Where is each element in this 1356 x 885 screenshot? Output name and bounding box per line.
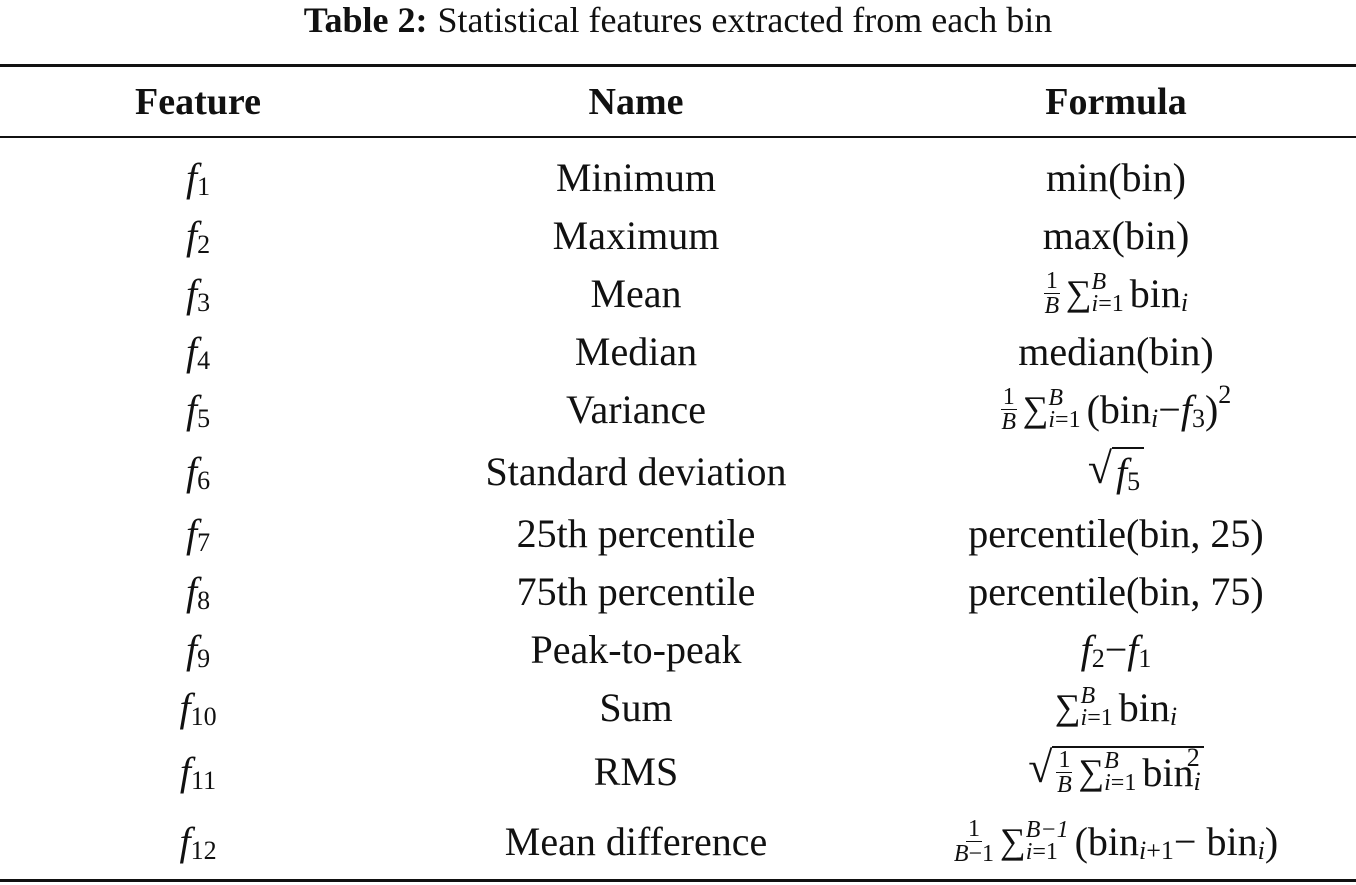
name-cell: Median (574, 328, 698, 374)
feature-cell: f 10 (0, 678, 396, 736)
feature-symbol: f (185, 510, 198, 556)
feature-symbol: f (179, 818, 191, 864)
formula-cell: √ f 5 (876, 442, 1356, 500)
feature-symbol: f (185, 328, 198, 374)
top-rule (0, 64, 1356, 67)
name-cell: Mean difference (504, 818, 768, 864)
formula-cell: max(bin) (1042, 212, 1190, 258)
feature-index: 8 (197, 586, 211, 615)
feature-cell: f 11 (0, 742, 396, 800)
formula-cell: percentile(bin, 75) (968, 568, 1264, 614)
name-cell: Mean (590, 270, 682, 316)
name-cell: Standard deviation (485, 448, 787, 494)
table-row: f 12 Mean difference 1 B−1 ∑ B−1 i=1 (bin i+1 − b… (0, 812, 1356, 870)
feature-symbol: f (185, 568, 198, 614)
feature-symbol: f (179, 748, 192, 794)
header-rule (0, 136, 1356, 138)
header-feature: Feature (135, 81, 261, 123)
formula-cell: percentile(bin, 25) (968, 510, 1264, 556)
name-cell: Maximum (552, 212, 720, 258)
feature-symbol: f (179, 684, 191, 730)
feature-symbol: f (185, 212, 198, 258)
name-cell: 75th percentile (516, 568, 756, 614)
feature-symbol: f (185, 626, 198, 672)
feature-index: 10 (190, 702, 217, 731)
feature-index: 3 (197, 288, 211, 317)
table-row: f 7 25th percentile percentile(bin, 25) (0, 504, 1356, 562)
name-cell: 25th percentile (516, 510, 756, 556)
formula-cell: median(bin) (1018, 328, 1214, 374)
table-row: f 1 Minimum min(bin) (0, 148, 1356, 206)
feature-index: 6 (197, 466, 211, 495)
feature-index: 4 (197, 346, 211, 375)
feature-symbol: f (185, 270, 198, 316)
table-row: f 8 75th percentile percentile(bin, 75) (0, 562, 1356, 620)
feature-index: 12 (190, 836, 217, 865)
table-caption: Table 2: Statistical features extracted f… (0, 0, 1356, 44)
feature-symbol: f (185, 386, 198, 432)
name-cell: RMS (593, 748, 679, 794)
feature-index: 5 (197, 404, 211, 433)
table-row: f 4 Median median(bin) (0, 322, 1356, 380)
bottom-rule (0, 879, 1356, 882)
feature-index: 1 (197, 172, 211, 201)
header-formula: Formula (1045, 81, 1187, 123)
feature-cell: f 12 (0, 812, 396, 870)
feature-index: 9 (197, 644, 211, 673)
feature-index: 7 (197, 528, 211, 557)
caption-text: Statistical features extracted from each… (437, 0, 1053, 40)
feature-symbol: f (185, 154, 198, 200)
feature-index: 11 (191, 766, 217, 795)
feature-symbol: f (185, 448, 198, 494)
caption-label: Table 2: (303, 0, 428, 40)
name-cell: Sum (599, 684, 673, 730)
table-row: f 2 Maximum max(bin) (0, 206, 1356, 264)
name-cell: Minimum (555, 154, 717, 200)
feature-index: 2 (197, 230, 211, 259)
formula-cell: min(bin) (1046, 154, 1186, 200)
header-name: Name (588, 81, 684, 123)
name-cell: Variance (566, 386, 706, 432)
table-row: f 6 Standard deviation √ f 5 (0, 442, 1356, 500)
name-cell: Peak-to-peak (530, 626, 742, 672)
formula-cell: 1 B−1 ∑ B−1 i=1 (bin i+1 − bin i) (953, 815, 1279, 867)
